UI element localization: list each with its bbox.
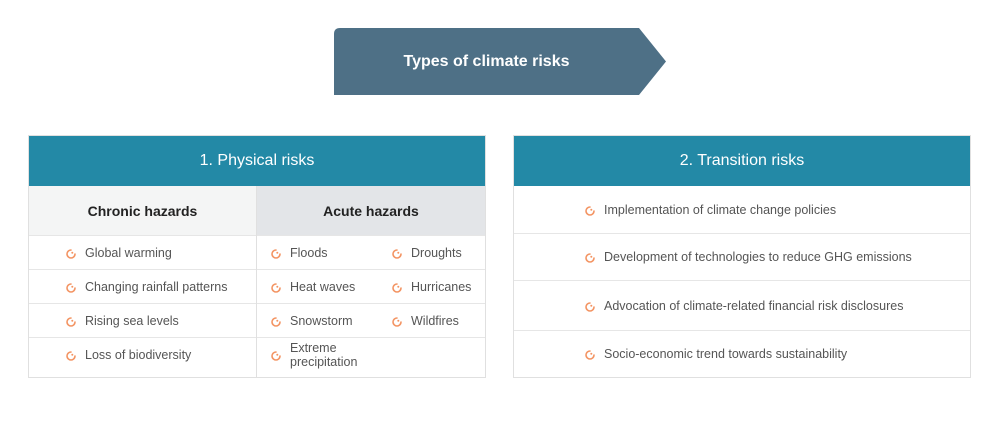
bullet-icon <box>66 350 76 361</box>
chronic-hazards-column: Chronic hazards Global warming Changing … <box>29 186 257 377</box>
item-label: Loss of biodiversity <box>85 347 192 362</box>
item-label: Socio-economic trend towards sustainabil… <box>604 347 848 361</box>
list-item: Droughts <box>392 246 462 260</box>
arrow-banner-shape <box>334 28 666 95</box>
bullet-icon <box>585 252 595 263</box>
list-item: Development of technologies to reduce GH… <box>514 233 970 280</box>
bullet-icon <box>392 316 402 327</box>
item-label: Rising sea levels <box>85 313 179 328</box>
bullet-icon <box>585 205 595 216</box>
list-row: Snowstorm Wildfires <box>257 303 485 337</box>
bullet-icon <box>271 316 281 327</box>
list-item: Heat waves <box>271 280 392 294</box>
chronic-hazards-heading: Chronic hazards <box>29 186 256 235</box>
bullet-icon <box>66 316 76 327</box>
transition-risks-header: 2. Transition risks <box>514 136 970 186</box>
title-banner: Types of climate risks <box>334 28 666 95</box>
item-label: Snowstorm <box>290 313 353 328</box>
list-item: Global warming <box>29 235 256 269</box>
list-item: Socio-economic trend towards sustainabil… <box>514 330 970 377</box>
bullet-icon <box>392 282 402 293</box>
transition-risks-panel: 2. Transition risks Implementation of cl… <box>513 135 971 378</box>
physical-risks-panel: 1. Physical risks Chronic hazards Global… <box>28 135 486 378</box>
item-label: Hurricanes <box>411 279 472 294</box>
item-label: Heat waves <box>290 279 356 294</box>
item-label: Droughts <box>411 245 462 260</box>
bullet-icon <box>271 282 281 293</box>
list-item: Loss of biodiversity <box>29 337 256 371</box>
list-item: Floods <box>271 246 392 260</box>
list-row: Heat waves Hurricanes <box>257 269 485 303</box>
list-item: Hurricanes <box>392 280 471 294</box>
item-label: Changing rainfall patterns <box>85 279 228 294</box>
bullet-icon <box>392 248 402 259</box>
bullet-icon <box>271 248 281 259</box>
bullet-icon <box>271 350 281 361</box>
list-item: Advocation of climate-related financial … <box>514 280 970 330</box>
list-item: Changing rainfall patterns <box>29 269 256 303</box>
list-row: Floods Droughts <box>257 235 485 269</box>
item-label: Implementation of climate change policie… <box>604 202 837 217</box>
list-row: Extreme precipitation <box>257 337 485 371</box>
bullet-icon <box>585 349 595 360</box>
item-label: Development of technologies to reduce GH… <box>604 250 912 264</box>
item-label: Global warming <box>85 245 172 260</box>
item-label: Advocation of climate-related financial … <box>604 298 904 313</box>
list-item: Snowstorm <box>271 314 392 328</box>
item-label: Wildfires <box>411 313 459 328</box>
acute-hazards-column: Acute hazards Floods Droughts Heat waves <box>257 186 485 377</box>
item-label: Extreme precipitation <box>290 340 358 369</box>
list-item: Rising sea levels <box>29 303 256 337</box>
banner-title: Types of climate risks <box>403 52 570 70</box>
list-item: Wildfires <box>392 314 459 328</box>
bullet-icon <box>585 301 595 312</box>
physical-risks-header: 1. Physical risks <box>29 136 485 186</box>
item-label: Floods <box>290 245 328 260</box>
bullet-icon <box>66 282 76 293</box>
list-item: Implementation of climate change policie… <box>514 186 970 233</box>
acute-hazards-heading: Acute hazards <box>257 186 485 235</box>
bullet-icon <box>66 248 76 259</box>
list-item: Extreme precipitation <box>271 341 392 369</box>
